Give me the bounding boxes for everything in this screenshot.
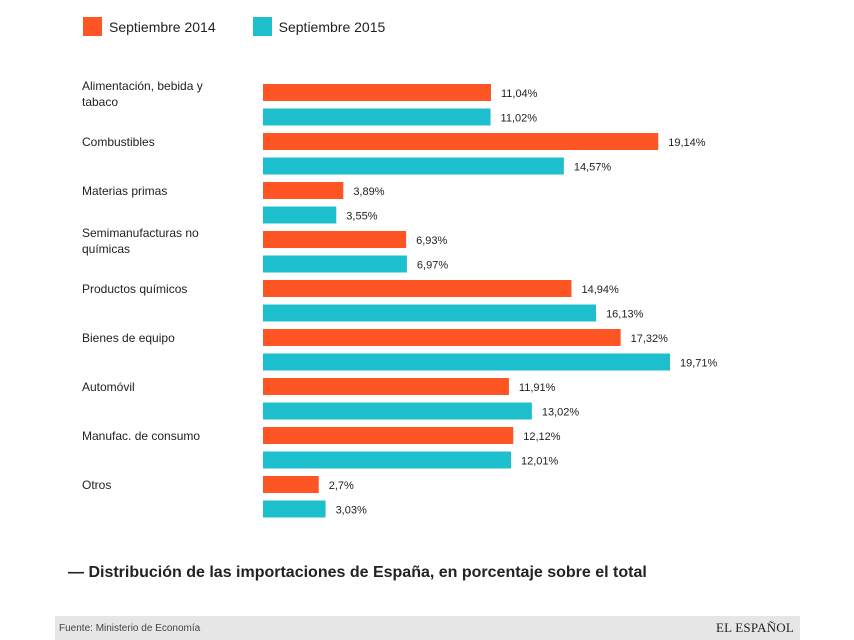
category-label: Semimanufacturas no químicas [82, 226, 199, 256]
value-label: 12,12% [523, 431, 561, 443]
value-label: 13,02% [542, 407, 580, 419]
value-label: 14,57% [574, 162, 612, 174]
bar-2014 [263, 378, 509, 395]
value-label: 11,02% [501, 113, 538, 125]
bar-2014 [263, 476, 319, 493]
category-label: Automóvil [82, 380, 135, 394]
value-label: 3,89% [353, 186, 384, 198]
legend-swatch-2014 [83, 17, 102, 36]
value-label: 11,04% [501, 88, 538, 100]
category-label: Bienes de equipo [82, 331, 175, 345]
legend-label-2014: Septiembre 2014 [109, 18, 216, 35]
category-label: Materias primas [82, 184, 167, 198]
category-label: Combustibles [82, 135, 155, 149]
bar-2014 [263, 182, 344, 199]
legend-swatch-2015 [252, 17, 272, 36]
value-label: 6,97% [417, 260, 448, 272]
brand-logo: EL ESPAÑOL [716, 620, 794, 635]
bar-2015 [263, 304, 597, 322]
bar-2015 [263, 255, 407, 273]
category-label: Alimentación, bebida y tabaco [82, 79, 203, 109]
legend-item-2014: Septiembre 2014 [83, 17, 216, 36]
bar-2014 [263, 84, 491, 101]
category-label: Otros [82, 478, 111, 492]
bar-2014 [263, 133, 659, 150]
footer: Fuente: Ministerio de Economía EL ESPAÑO… [55, 616, 800, 640]
bar-2014 [263, 427, 514, 444]
chart-caption: — Distribución de las importaciones de E… [68, 564, 647, 581]
legend-item-2015: Septiembre 2015 [252, 17, 386, 36]
value-label: 17,32% [631, 333, 669, 345]
bar-2015 [263, 500, 326, 518]
category-label: Manufac. de consumo [82, 429, 200, 443]
category-label: Productos químicos [82, 282, 187, 296]
bar-2015 [263, 108, 491, 126]
value-label: 6,93% [416, 235, 447, 247]
bar-2015 [263, 451, 511, 469]
bar-2015 [263, 157, 564, 175]
value-label: 3,03% [336, 505, 367, 517]
value-label: 2,7% [329, 480, 354, 492]
bar-2015 [263, 206, 337, 224]
bar-2015 [263, 353, 670, 371]
bar-2015 [263, 402, 532, 420]
value-label: 12,01% [521, 456, 559, 468]
value-label: 3,55% [346, 211, 377, 223]
value-label: 11,91% [519, 382, 556, 394]
bar-chart: Alimentación, bebida y tabaco 11,04% 11,02%… [82, 79, 718, 518]
value-label: 19,14% [668, 137, 706, 149]
legend-label-2015: Septiembre 2015 [278, 18, 386, 35]
value-label: 16,13% [606, 309, 644, 321]
value-label: 14,94% [582, 284, 620, 296]
legend: Septiembre 2014 Septiembre 2015 [83, 17, 422, 36]
bar-2014 [263, 280, 572, 297]
bar-2014 [263, 231, 407, 248]
source-text: Fuente: Ministerio de Economía [59, 622, 201, 634]
value-label: 19,71% [680, 358, 718, 370]
bar-2014 [263, 329, 621, 346]
